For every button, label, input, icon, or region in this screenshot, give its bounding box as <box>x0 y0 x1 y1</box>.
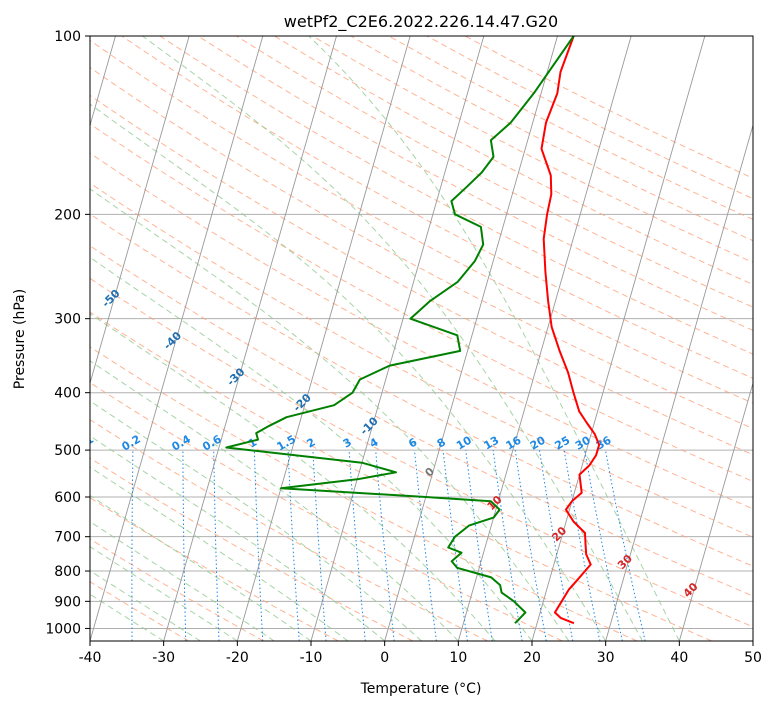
x-tick-label: 40 <box>670 650 688 666</box>
moist-adiabat <box>90 466 349 641</box>
temperature-profile <box>540 36 601 625</box>
isotherm-line <box>531 36 706 641</box>
dry-adiabat <box>90 152 753 510</box>
x-tick-label: 10 <box>449 650 467 666</box>
y-axis-title: Pressure (hPa) <box>12 289 28 389</box>
dry-adiabat <box>90 213 753 567</box>
dry-adiabat <box>90 123 753 483</box>
dry-adiabat <box>90 457 414 641</box>
y-tick-label: 300 <box>54 312 81 328</box>
sounding-profiles <box>225 36 601 625</box>
moist-adiabat <box>90 188 570 641</box>
y-tick-label: 400 <box>54 386 81 402</box>
isotherm-line <box>457 36 632 641</box>
moist-adiabat <box>90 570 201 641</box>
isotherm-line <box>90 36 190 385</box>
moist-adiabat <box>90 360 459 641</box>
y-tick-label: 200 <box>54 207 81 223</box>
moist-adiabat <box>90 494 312 641</box>
y-tick-label: 100 <box>54 29 81 45</box>
moist-adiabat <box>90 313 496 641</box>
y-tick-label: 1000 <box>45 621 81 637</box>
moist-adiabat <box>90 256 533 641</box>
moist-adiabat <box>90 546 238 641</box>
dry-adiabat <box>90 538 264 641</box>
mixing-ratio-line <box>604 450 646 641</box>
isotherm-line <box>163 36 337 641</box>
y-tick-label: 600 <box>54 490 81 506</box>
mixing-ratio-line <box>465 450 493 641</box>
dry-adiabats <box>90 36 753 641</box>
x-axis-title: Temperature (°C) <box>360 681 482 697</box>
dewpoint-profile <box>225 36 575 624</box>
x-tick-label: -30 <box>152 650 175 666</box>
dry-adiabat <box>121 36 753 379</box>
isotherm-line <box>384 36 558 641</box>
isotherm-line <box>605 123 753 641</box>
moist-adiabats <box>90 36 680 641</box>
moist-adiabat <box>142 36 643 641</box>
dry-adiabat <box>90 277 753 628</box>
x-tick-label: 0 <box>380 650 389 666</box>
dry-adiabat <box>90 39 753 404</box>
isotherm-line <box>310 36 485 641</box>
x-tick-label: 20 <box>523 650 541 666</box>
moist-adiabat <box>90 103 607 641</box>
y-tick-label: 900 <box>54 594 81 610</box>
isotherms <box>90 36 753 641</box>
x-tick-label: -40 <box>79 650 102 666</box>
isotherm-line <box>90 36 264 641</box>
mixing-ratio-line <box>563 450 601 641</box>
moist-adiabat <box>90 400 422 641</box>
dry-adiabat <box>90 581 190 641</box>
pressure-grid <box>90 36 753 629</box>
chart-title: wetPf2_C2E6.2022.226.14.47.G20 <box>284 12 558 32</box>
dry-adiabat <box>90 311 712 641</box>
mixing-ratio-line <box>584 450 623 641</box>
x-tick-label: 30 <box>597 650 615 666</box>
dry-adiabat <box>90 346 638 641</box>
plot-frame <box>89 35 754 642</box>
y-tick-label: 800 <box>54 564 81 580</box>
dry-adiabat <box>90 182 753 538</box>
mixing-ratio-line <box>442 450 468 641</box>
isotherm-line <box>678 381 753 641</box>
dry-adiabat <box>90 245 753 597</box>
mixing-ratio-label: 0.1 <box>73 433 96 454</box>
x-axis-ticks: -40 -30 -20 -10 0 10 20 30 40 50 <box>79 641 762 666</box>
x-tick-label: -20 <box>226 650 249 666</box>
y-tick-label: 500 <box>54 443 81 459</box>
dry-adiabat <box>235 36 753 308</box>
dry-adiabat <box>90 419 488 641</box>
y-axis-ticks: 100 200 300 400 500 600 700 800 900 1000 <box>45 29 90 637</box>
mixing-ratio-line <box>414 450 437 641</box>
y-tick-label: 700 <box>54 530 81 546</box>
isotherm-line <box>236 36 411 641</box>
x-tick-label: 50 <box>744 650 762 666</box>
plot-area: -100-90-80-70-60-50-40-30-20-100.10.20.4… <box>73 36 753 641</box>
x-tick-label: -10 <box>300 650 323 666</box>
moist-adiabat <box>90 521 275 641</box>
dry-adiabat <box>197 36 753 331</box>
mixing-ratio-line <box>492 450 523 641</box>
moist-adiabat <box>308 36 680 641</box>
